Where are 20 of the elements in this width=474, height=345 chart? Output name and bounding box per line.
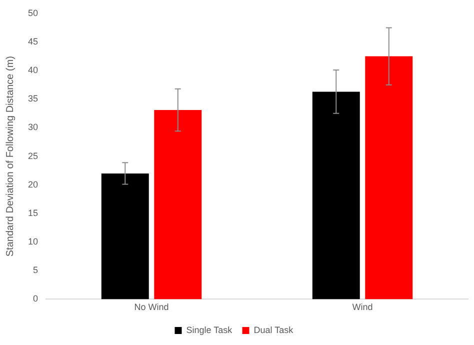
y-tick-label: 40	[28, 65, 38, 76]
bar	[312, 92, 360, 300]
y-tick-label: 35	[28, 94, 38, 104]
y-tick-label: 0	[32, 294, 38, 304]
bar	[365, 56, 413, 300]
y-axis-title: Standard Deviation of Following Distance (m)	[4, 56, 16, 257]
legend-label: Single Task	[186, 324, 233, 335]
y-tick-label: 15	[28, 208, 38, 218]
bar	[101, 173, 149, 300]
y-tick-label: 5	[32, 265, 38, 276]
y-tick-label: 30	[28, 122, 38, 132]
bar	[154, 110, 202, 300]
x-tick-label: Wind	[352, 302, 373, 312]
legend-label: Dual Task	[254, 324, 294, 335]
x-tick-label: No Wind	[134, 302, 169, 312]
y-tick-label: 45	[28, 36, 38, 46]
y-tick-label: 50	[28, 8, 38, 18]
y-tick-label: 25	[28, 150, 38, 161]
y-tick-label: 10	[28, 236, 38, 247]
y-tick-label: 20	[28, 179, 38, 190]
